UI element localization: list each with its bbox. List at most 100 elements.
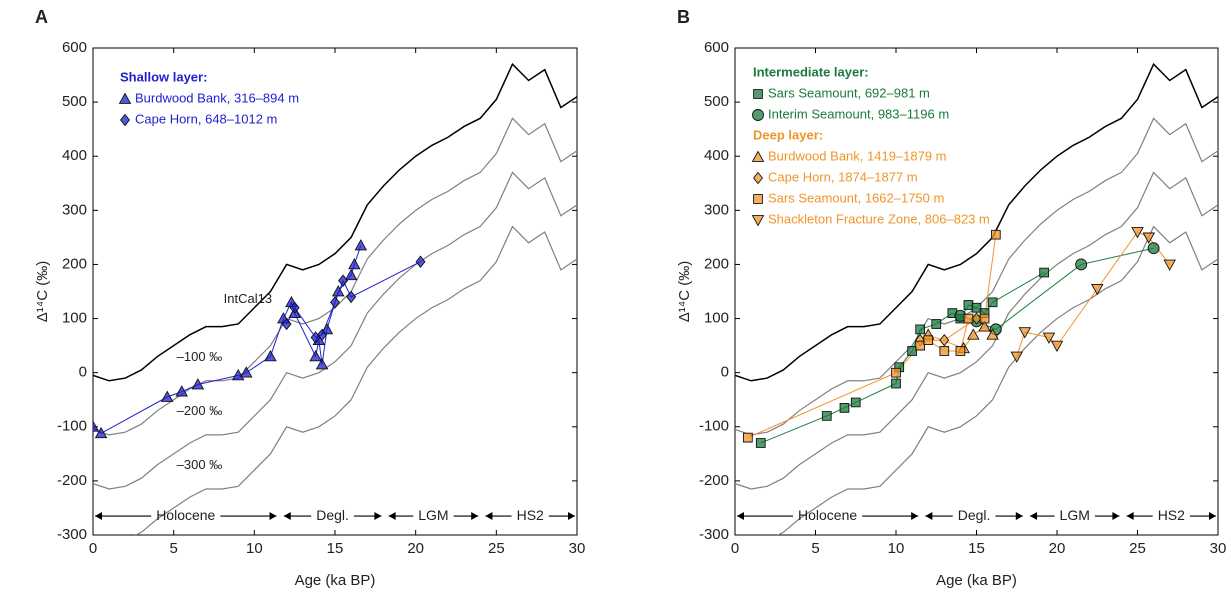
x-tick-label: 30 (569, 540, 586, 557)
legend-marker (753, 194, 763, 204)
period-arrowhead (568, 512, 575, 521)
panel: B -300 -200 -100 0 100 200 300 400 500 600 0 5 10 15 20… (676, 7, 1226, 589)
data-point (348, 258, 361, 270)
x-tick-label: 30 (1210, 540, 1227, 557)
data-point (289, 301, 300, 314)
data-point (955, 346, 966, 356)
y-tick-label: 100 (62, 310, 87, 327)
data-point (1039, 267, 1049, 278)
data-point (907, 346, 917, 356)
data-point (240, 366, 253, 378)
data-point (1131, 227, 1144, 239)
period-arrowhead (737, 512, 744, 521)
x-axis-title: Age (ka BP) (936, 572, 1017, 589)
y-tick-label: 0 (79, 364, 87, 381)
x-tick-label: 25 (488, 540, 505, 557)
legend-label: Sars Seamount, 692–981 m (768, 85, 930, 100)
data-point (1147, 242, 1160, 255)
legend-header: Shallow layer: (120, 69, 207, 84)
curve-label: –300 ‰ (177, 457, 223, 472)
data-point (1142, 232, 1156, 244)
data-point (939, 333, 950, 347)
data-point (281, 317, 292, 331)
period-arrowhead (388, 512, 396, 521)
y-tick-label: 500 (704, 93, 729, 110)
data-point (344, 268, 358, 281)
reference-curve (134, 225, 577, 535)
data-point (850, 397, 861, 408)
data-point (264, 350, 277, 362)
data-point (987, 297, 998, 308)
x-tick-label: 15 (327, 540, 344, 557)
period-label: HS2 (517, 507, 544, 523)
data-point (346, 290, 357, 304)
legend-label: Shackleton Fracture Zone, 806–823 m (768, 211, 990, 226)
data-point (986, 328, 999, 340)
y-tick-label: -300 (57, 526, 87, 543)
legend-label: Burdwood Bank, 1419–1879 m (768, 148, 947, 163)
legend-header: Deep layer: (753, 127, 823, 142)
period-arrowhead (485, 512, 493, 521)
panel-label: B (677, 7, 690, 27)
period-arrowhead (911, 512, 919, 521)
y-tick-label: -200 (699, 472, 729, 489)
plot-area (735, 62, 1218, 535)
data-point (931, 319, 942, 329)
data-point (821, 411, 832, 421)
y-tick-label: -100 (57, 418, 87, 435)
y-tick-label: 300 (704, 201, 729, 218)
data-point (191, 378, 205, 390)
x-axis-title: Age (ka BP) (295, 572, 376, 589)
data-point (963, 300, 974, 310)
legend-marker (752, 109, 764, 121)
data-point (309, 350, 322, 362)
reference-curve (93, 117, 577, 436)
y-tick-label: 600 (704, 39, 729, 56)
period-arrowhead (1030, 512, 1038, 521)
x-tick-label: 10 (246, 540, 263, 557)
reference-curve (735, 62, 1218, 382)
legend-label: Burdwood Bank, 316–894 m (135, 90, 299, 105)
period-label: Degl. (958, 507, 991, 523)
period-label: LGM (418, 507, 448, 523)
y-tick-label: 200 (704, 255, 729, 272)
data-point (915, 340, 925, 351)
data-point (891, 378, 901, 389)
data-point (330, 296, 340, 309)
data-point (915, 324, 925, 335)
period-label: LGM (1060, 507, 1090, 523)
x-tick-label: 10 (888, 540, 905, 557)
y-tick-label: 300 (62, 201, 87, 218)
data-point (160, 390, 174, 402)
data-point (979, 313, 990, 324)
series-line (1016, 231, 1171, 357)
data-point (315, 358, 329, 370)
legend-label: Cape Horn, 648–1012 m (135, 111, 277, 126)
legend-marker (118, 92, 132, 104)
period-arrowhead (283, 512, 291, 521)
curve-label: IntCal13 (224, 291, 272, 306)
data-point (1075, 258, 1088, 271)
legend-marker (751, 150, 765, 162)
data-point (1163, 259, 1176, 271)
reference-curve (93, 171, 577, 490)
panel: A -300 -200 -100 0 100 200 300 400 500 600 0 5 10 15 20… (34, 7, 585, 589)
data-point (331, 285, 345, 297)
series-line (760, 272, 1045, 444)
x-tick-label: 20 (407, 540, 424, 557)
period-label: Holocene (156, 507, 215, 523)
data-point (1090, 283, 1104, 296)
data-point (990, 229, 1001, 240)
data-point (891, 367, 901, 378)
period-arrowhead (374, 512, 382, 521)
reference-curve (735, 117, 1218, 436)
data-point (94, 426, 108, 439)
y-tick-label: -300 (699, 526, 729, 543)
reference-curve (735, 171, 1218, 490)
y-tick-label: 100 (704, 310, 729, 327)
y-tick-label: 400 (704, 147, 729, 164)
period-arrowhead (1015, 512, 1023, 521)
y-tick-label: 400 (62, 147, 87, 164)
